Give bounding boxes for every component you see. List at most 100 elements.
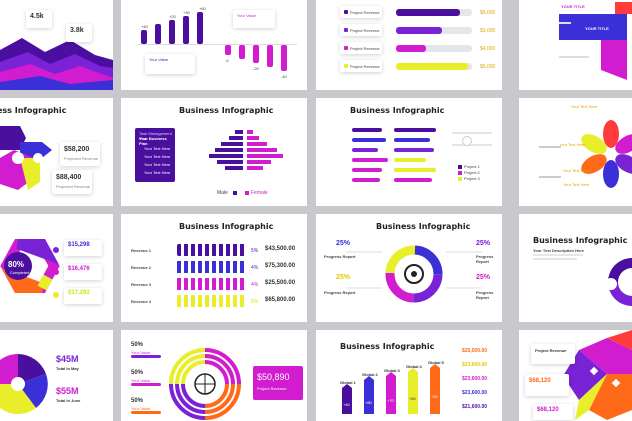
text-label: Your Text Here <box>563 182 590 187</box>
value-card: $17,292 <box>64 288 102 304</box>
bar <box>352 148 378 152</box>
bar-label: -40 <box>281 74 287 79</box>
center-percentage: 80% <box>8 260 25 269</box>
slide-3[interactable]: Project Revenue Project Revenue Project … <box>316 0 502 90</box>
value-text: $21,600.00 <box>462 404 488 410</box>
slide-title: Business Infographic <box>340 342 435 351</box>
value-text: $23,600.00 <box>462 376 488 382</box>
text-line <box>533 258 577 260</box>
value-panel: $50,890 Project Revenue <box>253 366 303 400</box>
divider <box>559 56 589 58</box>
panel-subtitle: Task Management Plan <box>139 131 172 141</box>
value-text: $16,476 <box>68 266 90 272</box>
track <box>452 144 492 146</box>
pct-label: 25% <box>476 274 491 281</box>
slide-12[interactable]: Business Infographic Your Text Descripti… <box>519 214 632 322</box>
center-subtitle: Completed <box>10 270 30 275</box>
slide-6[interactable]: Business Infographic Task Management Pla… <box>121 98 307 206</box>
axis-line <box>137 44 297 45</box>
legend-label: Project Revenue <box>350 46 380 51</box>
column-pct: +40 <box>343 402 350 407</box>
slide-16[interactable]: Project Revenue $68,120 $68,120 <box>519 330 632 421</box>
bar <box>394 168 436 172</box>
value-card-1: 4.5k <box>26 10 52 28</box>
value-text: 3.8k <box>70 27 84 34</box>
bar <box>352 158 388 162</box>
pct-subtitle: Your Value <box>131 350 151 355</box>
slide-7[interactable]: Business Infographic Project 1 Project 2… <box>316 98 502 206</box>
column-pct: +80 <box>365 400 372 405</box>
progress-label: Progress Report <box>476 254 494 264</box>
swatch <box>344 28 348 32</box>
text-label: Your Text Here <box>559 142 586 147</box>
legend-item: Project 2 <box>464 170 480 175</box>
revenue-value: $25,500.00 <box>265 280 296 286</box>
bar-label: -20 <box>253 66 259 71</box>
text-label: Your Text Here <box>571 104 598 109</box>
value-text: $88,400 <box>56 174 82 181</box>
bar <box>352 138 386 142</box>
pct-label: 50% <box>131 342 144 348</box>
slide-2[interactable]: +40 +20 +30 +60 -5 -20 -40 Your Value Yo… <box>121 0 307 90</box>
card-title: Your Value <box>237 13 257 18</box>
semicircle-chart <box>605 258 632 306</box>
slide-1[interactable]: 4.5k 3.8k <box>0 0 113 90</box>
legend-swatch <box>245 191 249 195</box>
card-label: Project Revenue <box>535 348 567 353</box>
bar-negative <box>225 45 231 55</box>
panel-title: Your Business Plan <box>139 136 167 146</box>
donut-chart <box>346 245 482 303</box>
info-card: Your Value <box>145 54 195 74</box>
slide-14[interactable]: 50% Your Value 50% Your Value 50% Your V… <box>121 330 307 421</box>
progress-label: Progress Report <box>324 290 356 295</box>
column-label: Global 4 <box>406 364 422 369</box>
clock-icon <box>462 136 472 146</box>
column-pct: +20 <box>431 394 438 399</box>
revenue-value: $65,800.00 <box>265 297 296 303</box>
legend-item: Project 1 <box>464 164 480 169</box>
pct-label: 25% <box>336 240 351 247</box>
slide-15[interactable]: Business Infographic Global 1 Global 2 G… <box>316 330 502 421</box>
mini-bar <box>131 411 161 414</box>
pyramid-chart <box>205 128 289 178</box>
value-subtitle: Total In June <box>56 398 81 403</box>
slide-10[interactable]: Business Infographic Revenue 1 Revenue 2… <box>121 214 307 322</box>
arrow-label: YOUR TITLE <box>585 26 609 31</box>
slide-9[interactable]: 80% Completed $15,298 $16,476 $17,292 <box>0 214 113 322</box>
row-label: Revenue 3 <box>131 282 152 287</box>
slide-4[interactable]: YOUR TITLE YOUR TITLE <box>519 0 632 90</box>
progress-label: Progress Report <box>324 254 356 259</box>
value-text: $45M <box>56 354 79 364</box>
value-text: $68,120 <box>537 407 559 413</box>
card-title: Your Value <box>149 57 169 62</box>
text-line <box>533 254 583 256</box>
value-card: $16,476 <box>64 264 102 280</box>
panel-item: Your Text Here <box>144 162 171 167</box>
flower-diagram <box>581 120 632 188</box>
dot-icon <box>53 292 59 298</box>
swatch <box>344 64 348 68</box>
value-card: $68,120 <box>533 404 573 420</box>
bar-positive <box>155 24 161 44</box>
bar-negative <box>239 45 245 59</box>
pct-subtitle: Your Value <box>131 406 151 411</box>
value-text: $15,298 <box>68 242 90 248</box>
bar-negative <box>253 45 259 63</box>
legend-label: Project Revenue <box>350 28 380 33</box>
legend-item: Project Revenue <box>340 24 382 36</box>
pct-label: 25% <box>336 274 351 281</box>
bar <box>394 138 430 142</box>
bar <box>352 168 382 172</box>
progress-fill <box>396 63 468 70</box>
bar-positive <box>183 16 189 44</box>
swatch <box>344 10 348 14</box>
slide-5[interactable]: Business Infographic $58,200 Projected R… <box>0 98 113 206</box>
legend-label: Project Revenue <box>350 10 380 15</box>
revenue-value: $75,300.00 <box>265 263 296 269</box>
slide-8[interactable]: Your Text Here Your Text Here Your Text … <box>519 98 632 206</box>
bar-positive <box>141 30 147 44</box>
slide-13[interactable]: $45M Total In May $55M Total In June <box>0 330 113 421</box>
slide-title: Business Infographic <box>350 106 445 115</box>
bar-positive <box>169 20 175 44</box>
slide-11[interactable]: Business Infographic 25% 25% 25% 25% Pro… <box>316 214 502 322</box>
